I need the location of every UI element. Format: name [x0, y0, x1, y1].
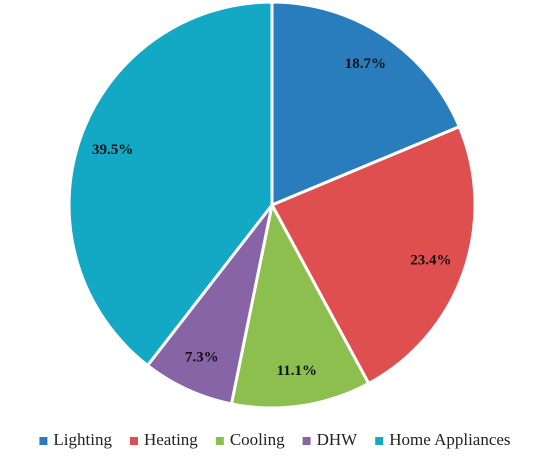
legend-label: Cooling [230, 430, 285, 449]
data-label: 18.7% [345, 56, 386, 72]
data-label: 23.4% [410, 253, 451, 269]
legend-swatch [302, 437, 311, 445]
pie-slice [229, 203, 371, 410]
legend-label: Lighting [53, 430, 112, 449]
legend-swatch [129, 437, 138, 445]
legend-label: DHW [317, 430, 359, 449]
pie-slice [270, 125, 477, 386]
legend-label: Heating [144, 430, 198, 449]
legend-label: Home Appliances [389, 430, 510, 449]
data-label: 11.1% [277, 363, 317, 379]
pie-slice [67, 0, 274, 367]
pie-slice [270, 0, 461, 207]
legend-swatch [215, 437, 224, 445]
data-label: 39.5% [92, 142, 133, 158]
legend-swatch [39, 437, 48, 445]
legend-swatch [375, 437, 384, 445]
data-label: 7.3% [185, 350, 219, 366]
